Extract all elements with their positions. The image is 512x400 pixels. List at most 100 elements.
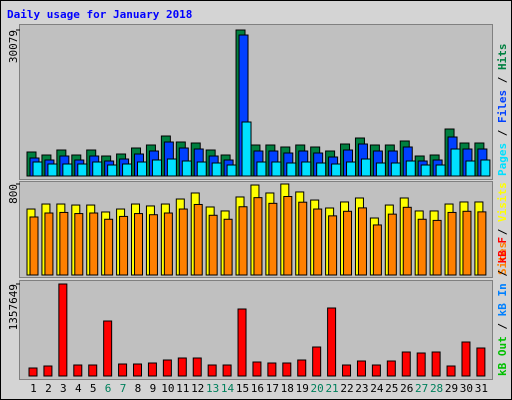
bar [252, 361, 262, 377]
legend: Sites / Visits [496, 182, 509, 275]
bar [241, 121, 252, 177]
bar [238, 206, 248, 276]
bar [177, 357, 187, 377]
bar [103, 320, 113, 377]
bar [122, 163, 133, 177]
bar [62, 163, 73, 177]
x-tick-label: 17 [266, 382, 279, 395]
bar [207, 364, 217, 377]
bar [178, 208, 188, 276]
x-tick-label: 20 [311, 382, 324, 395]
bar [268, 202, 278, 276]
bar [92, 161, 103, 177]
bar [43, 365, 53, 377]
legend-entry: kB Out [496, 336, 509, 376]
x-tick-label: 14 [221, 382, 235, 395]
y-tick-label: 800 [7, 184, 20, 204]
bar [420, 164, 431, 177]
bar [360, 158, 371, 177]
y-tick-label: 1357649 [7, 284, 20, 330]
x-tick-label: 29 [445, 382, 458, 395]
bar [44, 212, 54, 276]
bar [104, 218, 114, 276]
legend: Pages / Files / Hits [496, 44, 509, 177]
bar [372, 224, 382, 276]
x-tick-label: 23 [355, 382, 368, 395]
bar [192, 357, 202, 377]
bar [237, 308, 247, 377]
x-tick-label: 27 [415, 382, 428, 395]
bar [298, 201, 308, 276]
x-tick-label: 1 [30, 382, 37, 395]
legend-separator: / [496, 222, 509, 242]
bar [312, 346, 322, 377]
x-tick-label: 5 [90, 382, 97, 395]
legend-entry: kB In [496, 283, 509, 316]
bar [256, 161, 267, 177]
bar [118, 363, 128, 377]
legend-entry: Visits [496, 182, 509, 222]
bar [435, 164, 446, 177]
bar [147, 362, 157, 377]
x-tick-label: 16 [251, 382, 264, 395]
bar [343, 210, 353, 276]
chart-title: Daily usage for January 2018 [7, 8, 192, 21]
x-tick-label: 9 [150, 382, 157, 395]
x-tick-label: 28 [430, 382, 443, 395]
legend-separator: / [496, 263, 509, 283]
x-tick-label: 11 [176, 382, 189, 395]
bar [148, 214, 158, 276]
bar [462, 210, 472, 276]
bar [313, 208, 323, 276]
x-tick-label: 7 [120, 382, 127, 395]
bar [58, 283, 68, 377]
bar [331, 163, 342, 177]
bar [450, 148, 461, 177]
bar [181, 160, 192, 177]
bar [137, 161, 148, 177]
bar [28, 367, 38, 377]
bar [417, 218, 427, 276]
bar [162, 359, 172, 377]
bar [316, 162, 327, 177]
x-tick-label: 24 [370, 382, 384, 395]
bar [88, 364, 98, 377]
bar [387, 213, 397, 276]
bar [133, 363, 143, 377]
bar [211, 162, 222, 177]
bar [402, 206, 412, 276]
bar [166, 158, 177, 177]
bar [346, 161, 357, 177]
bar [301, 161, 312, 177]
x-tick-label: 22 [340, 382, 353, 395]
bar [89, 212, 99, 276]
bar [271, 161, 282, 177]
bar [375, 162, 386, 177]
x-tick-label: 18 [281, 382, 294, 395]
bar [416, 352, 426, 377]
bar [446, 365, 456, 377]
x-tick-label: 2 [45, 382, 52, 395]
x-tick-label: 3 [60, 382, 67, 395]
bar [447, 211, 457, 276]
bar [282, 362, 292, 377]
bar [431, 351, 441, 377]
bar [47, 163, 58, 177]
bar [432, 219, 442, 276]
x-tick-label: 15 [236, 382, 249, 395]
bar [356, 360, 366, 377]
x-tick-label: 26 [400, 382, 413, 395]
bar [119, 215, 129, 276]
legend-separator: / [496, 316, 509, 336]
bar [196, 161, 207, 177]
bar [73, 364, 83, 377]
bar [465, 160, 476, 177]
bar [134, 213, 144, 276]
x-tick-label: 8 [135, 382, 142, 395]
bar [267, 362, 277, 377]
x-tick-label: 31 [475, 382, 488, 395]
bar [390, 162, 401, 177]
bar [386, 360, 396, 377]
bar [328, 215, 338, 276]
bar [77, 163, 88, 177]
